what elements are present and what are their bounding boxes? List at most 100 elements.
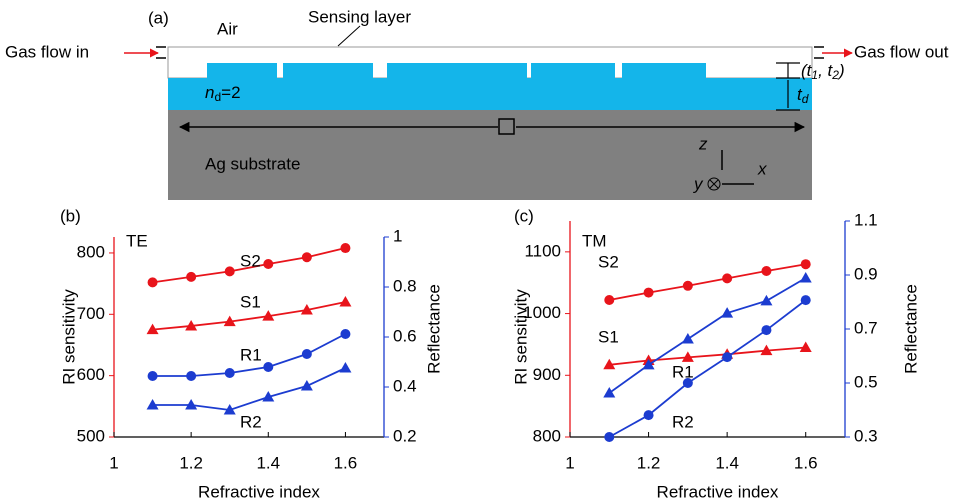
flow-port [156, 46, 824, 59]
series-label: R1 [672, 362, 694, 381]
schematic: (a) Air Sensing layer Gas flow in Gas fl… [5, 7, 949, 200]
marker [760, 344, 773, 356]
y2-axis-label: Reflectance [901, 284, 920, 374]
y-tick-label: 700 [77, 304, 105, 323]
y2-tick-label: 0.2 [393, 426, 417, 445]
y-axis-label: RI sensitivity [59, 289, 78, 385]
series-line [152, 301, 346, 331]
y-tick-label: 1100 [524, 241, 561, 260]
marker [147, 277, 158, 288]
gas-in-label: Gas flow in [5, 42, 89, 61]
y2-tick-label: 0.6 [393, 326, 417, 345]
marker [799, 341, 812, 353]
chart: 1 1.2 1.4 1.6 800 900 1000 1100 0.3 0.5 0.7 0.9 1.1 R… [511, 206, 920, 501]
thickness-label: (t1, t2) [801, 61, 845, 82]
y-tick-label: 800 [77, 242, 105, 261]
marker [604, 294, 615, 305]
series-line [152, 247, 346, 284]
marker [799, 271, 812, 283]
marker [146, 323, 159, 335]
annotation: TE [126, 231, 148, 250]
marker [642, 358, 655, 370]
marker [185, 399, 198, 410]
marker [760, 294, 773, 306]
marker [263, 362, 274, 372]
x-tick-label: 1 [109, 453, 118, 472]
marker [301, 349, 312, 359]
marker [721, 307, 734, 318]
marker [643, 287, 654, 298]
marker [301, 252, 312, 263]
x-axis-label: Refractive index [198, 482, 320, 501]
grating [283, 63, 373, 78]
marker [300, 380, 313, 391]
series-label: R1 [240, 345, 262, 364]
td-label: td [797, 85, 809, 106]
marker [682, 378, 693, 388]
y-tick-label: 800 [533, 426, 561, 445]
dielectric-layer [168, 78, 812, 110]
y-tick-label: 500 [77, 426, 105, 445]
grating [207, 63, 277, 78]
y-axis-symbol [709, 179, 719, 189]
x-tick-label: 1.6 [794, 453, 818, 472]
series-label: R2 [672, 412, 694, 431]
pointer [337, 25, 361, 47]
gas-out-label: Gas flow out [854, 42, 949, 61]
dimension-marks [776, 62, 800, 111]
y2-tick-label: 1.1 [854, 210, 878, 229]
axis-label: y [693, 174, 704, 193]
series-label: S1 [240, 292, 261, 311]
sensing-label: Sensing layer [308, 7, 411, 26]
marker [603, 386, 616, 398]
marker [604, 432, 615, 442]
grating [531, 63, 615, 78]
y2-tick-label: 1 [393, 226, 402, 245]
y2-tick-label: 0.5 [854, 372, 878, 391]
substrate [168, 110, 812, 200]
marker [186, 371, 197, 381]
marker [340, 243, 351, 254]
marker [681, 351, 694, 362]
marker [340, 329, 351, 339]
series-line [609, 263, 806, 301]
unit-cell [498, 118, 515, 135]
y-axis-symbol [707, 177, 721, 191]
series-label: S2 [598, 252, 619, 271]
series-line [152, 367, 346, 411]
air-label: Air [217, 19, 238, 38]
marker [681, 332, 694, 344]
y2-tick-label: 0.9 [854, 264, 878, 283]
marker [722, 352, 733, 363]
y2-tick-label: 0.7 [854, 318, 878, 337]
axis-label: z [698, 134, 708, 153]
x-axis-label: Refractive index [657, 482, 779, 501]
marker [262, 310, 275, 321]
substrate-label: Ag substrate [205, 154, 300, 173]
marker [224, 266, 235, 277]
series-line [608, 299, 807, 438]
marker [603, 358, 616, 370]
marker [186, 271, 197, 282]
series-label: R2 [240, 412, 262, 431]
y2-tick-label: 0.4 [393, 376, 417, 395]
x-tick-label: 1 [565, 453, 574, 472]
marker [146, 399, 159, 410]
marker [223, 315, 236, 327]
marker [339, 362, 352, 373]
axes-arrows [721, 150, 754, 185]
y2-tick-label: 0.3 [854, 426, 878, 445]
x-tick-label: 1.4 [715, 453, 739, 472]
x-tick-label: 1.4 [256, 453, 280, 472]
chart: 1 1.2 1.4 1.6 500 600 700 800 0.2 0.4 0.6 0.8 1 Refra… [59, 206, 443, 501]
marker [223, 404, 236, 415]
x-tick-label: 1.2 [179, 453, 203, 472]
x-tick-label: 1.6 [334, 453, 358, 472]
y2-tick-label: 0.8 [393, 276, 417, 295]
marker [643, 410, 654, 421]
series-label: S1 [598, 327, 619, 346]
axis-label: x [757, 159, 767, 178]
y-tick-label: 600 [77, 365, 105, 384]
y-tick-label: 1000 [523, 303, 561, 322]
